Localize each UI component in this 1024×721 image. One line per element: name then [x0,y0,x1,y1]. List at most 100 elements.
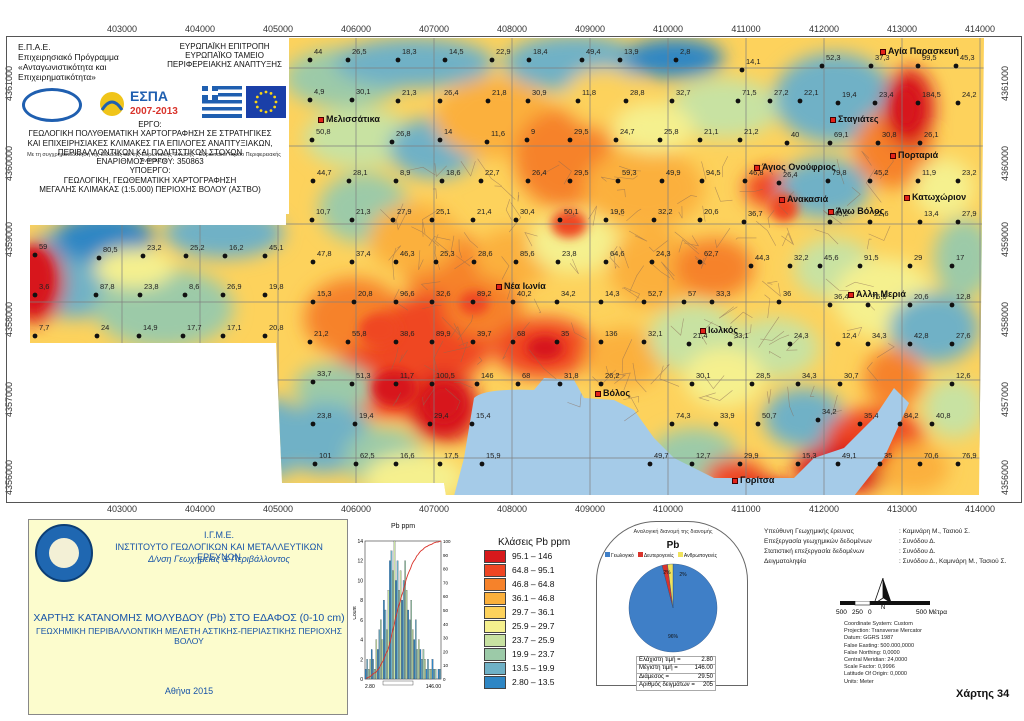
legend-item: 25.9 – 29.7 [484,620,584,633]
sample-value: 49,9 [666,168,681,177]
sample-point [470,299,476,305]
credit-names: : Καμινάρη Μ., Τασιού Σ. [899,528,970,535]
sample-point [949,381,955,387]
program-line: «Ανταγωνιστικότητα και [18,62,107,72]
sample-point [513,217,519,223]
sample-point [689,381,695,387]
sample-value: 24,7 [620,127,635,136]
sample-value: 68 [517,329,526,338]
legend-swatch [484,578,506,591]
sample-value: 26,8 [396,129,411,138]
histogram-y-tick: 12 [357,559,363,565]
sample-point [776,180,782,186]
sample-value: 22,6 [874,209,889,218]
sample-point [835,341,841,347]
histogram-y-label: Count [353,606,358,620]
sample-value: 49,7 [654,451,669,460]
sample-value: 36,4 [834,292,849,301]
program-line: Επιχειρησιακό Πρόγραμμα [18,52,119,62]
sample-value: 11,9 [922,168,937,177]
histogram-bar [410,600,412,680]
histogram-y2-tick: 50 [443,608,449,613]
legend-item: 64.8 – 95.1 [484,564,584,577]
legend-swatch [484,606,506,619]
sample-point [433,259,439,265]
credit-row: Στατιστική επεξεργασία δεδομένων: Συνόδο… [764,547,1006,557]
town-name: Σταγιάτες [838,114,879,124]
histogram-y2-tick: 90 [443,553,449,558]
sample-point [554,339,560,345]
cofunding-note: Με τη συγχρηματοδότηση της Ελλάδας και τ… [27,152,281,164]
sample-point [352,421,358,427]
sample-point [393,299,399,305]
scale-label: 500 [836,609,847,616]
sample-value: 19,4 [359,411,374,420]
sample-value: 74,3 [676,411,691,420]
legend-item: 19.9 – 23.7 [484,648,584,661]
town-name: Άνω Βόλος [836,206,885,216]
sample-point [623,98,629,104]
sample-value: 34,2 [822,407,837,416]
legend-swatch [484,620,506,633]
scale-label: 250 [852,609,863,616]
legend-swatch [484,634,506,647]
histogram-bar [375,639,378,680]
sample-point [525,178,531,184]
histogram-bar [424,659,426,680]
sample-value: 14 [444,127,453,136]
sample-value: 33,1 [734,331,749,340]
sample-point [429,381,435,387]
sample-value: 15,9 [486,451,501,460]
histogram-bar [416,649,419,680]
sample-value: 34,2 [561,289,576,298]
sample-value: 71,5 [742,88,757,97]
sample-value: 76,9 [962,451,977,460]
sample-value: 30,7 [844,371,859,380]
sample-value: 35 [561,329,570,338]
sample-point [603,217,609,223]
title-panel: Ι.Γ.Μ.Ε. ΙΝΣΤΙΤΟΥΤΟ ΓΕΩΛΟΓΙΚΩΝ ΚΑΙ ΜΕΤΑΛ… [28,519,348,715]
sample-value: 45,3 [960,53,975,62]
legend-item: 95.1 – 146 [484,550,584,563]
sample-point [349,217,355,223]
sample-point [307,339,313,345]
sample-value: 51,3 [356,371,371,380]
sample-point [525,98,531,104]
sample-point [917,219,923,225]
sample-point [485,98,491,104]
credit-role: Στατιστική επεξεργασία δεδομένων [764,548,865,555]
sample-value: 29,5 [574,127,589,136]
sample-value: 99,5 [922,53,937,62]
competitiveness-logo [22,88,82,122]
sample-point [797,98,803,104]
sample-value: 89,9 [436,329,451,338]
sample-value: 14,1 [746,57,761,66]
legend-item: 46.8 – 64.8 [484,578,584,591]
sample-value: 23,2 [962,168,977,177]
x-tick-label: 414000 [964,504,996,514]
sample-point [390,217,396,223]
sample-value: 27,9 [397,207,412,216]
sample-value: 32,2 [658,207,673,216]
histogram-y2-tick: 10 [443,663,449,668]
eu-line: ΕΥΡΩΠΑΪΚΟ ΤΑΜΕΙΟ [185,51,264,60]
sample-value: 28,1 [353,168,368,177]
histogram-y-tick: 4 [360,638,363,644]
sample-value: 11,7 [400,371,415,380]
sample-point [598,381,604,387]
town-marker [828,209,834,215]
histogram-y-tick: 2 [360,657,363,663]
sample-point [351,299,357,305]
sample-point [673,57,679,63]
sample-point [755,421,761,427]
sample-value: 68 [522,371,531,380]
x-tick-label: 403000 [106,24,138,34]
sample-point [955,219,961,225]
program-text: Ε.Π.Α.Ε. Επιχειρησιακό Πρόγραμμα «Ανταγω… [18,42,119,82]
sample-point [749,381,755,387]
sample-point [489,57,495,63]
sample-point [686,341,692,347]
sample-value: 30,8 [882,130,897,139]
espa-years: 2007-2013 [130,106,178,117]
sample-point [915,178,921,184]
